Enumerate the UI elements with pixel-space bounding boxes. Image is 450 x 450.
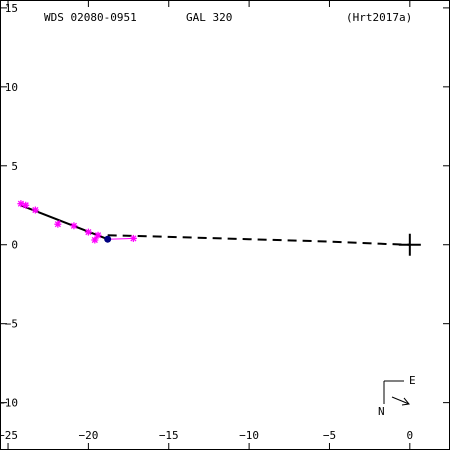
x-tick-label: −15 [159,429,179,442]
header-center: GAL 320 [186,11,232,24]
predicted-path [107,234,410,246]
markers [104,233,421,256]
measure-point [31,206,39,214]
residual-line [107,237,134,240]
measure-point [91,236,99,244]
header-left: WDS 02080-0951 [44,11,137,24]
y-tick-label: 10 [5,81,18,94]
measure-point [70,222,78,230]
compass-north-label: N [378,405,385,418]
x-tick-label: 0 [407,429,414,442]
measure-point [94,231,102,239]
predicted-path-line [107,234,410,246]
y-tick-label: −5 [5,318,18,331]
y-tick-label: 5 [11,160,18,173]
compass-arrow-shaft [391,396,410,405]
x-tick-label: −20 [78,429,98,442]
y-tick-label: 15 [5,2,18,15]
x-tick-label: −25 [0,429,18,442]
measure-point [22,201,30,209]
x-tick-label: −10 [239,429,259,442]
measure-point [84,228,92,236]
header-right: (Hrt2017a) [346,11,412,24]
x-tick-label: −5 [323,429,336,442]
y-tick-label: 0 [11,239,18,252]
measure-points [17,200,137,244]
measure-point [129,234,137,242]
y-tick-label: −10 [0,397,18,410]
compass-east-label: E [409,374,416,387]
compass: E N [378,374,416,418]
measure-point [54,220,62,228]
compass-arrow-head [401,397,410,406]
latest-position-dot [104,235,112,243]
